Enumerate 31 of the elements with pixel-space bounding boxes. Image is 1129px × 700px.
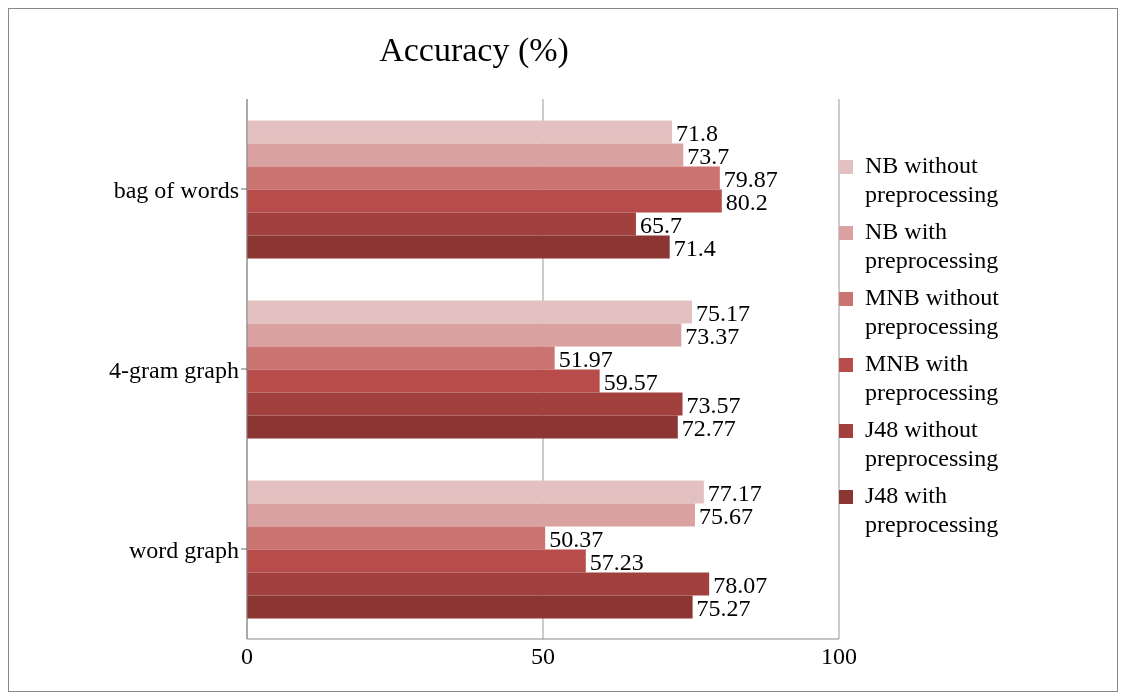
bar <box>247 480 704 504</box>
bar <box>247 369 600 393</box>
x-tick-label: 0 <box>241 643 253 670</box>
x-tick-label: 50 <box>531 643 555 670</box>
bar <box>247 415 678 439</box>
bar <box>247 572 710 596</box>
chart-title: Accuracy (%) <box>378 31 570 69</box>
bar <box>247 595 693 619</box>
x-tick-label: 100 <box>821 643 857 670</box>
legend-label: J48 with preprocessing <box>865 481 1000 539</box>
y-tick-label: bag of words <box>113 176 239 203</box>
legend-label: MNB with preprocessing <box>865 349 1000 407</box>
bar <box>247 323 682 347</box>
y-tick-label: 4-gram graph <box>109 356 239 383</box>
legend-label: J48 without preprocessing <box>865 415 1000 473</box>
legend-label: MNB without preprocessing <box>865 283 1000 341</box>
y-tick-label: word graph <box>129 536 239 563</box>
bar <box>247 212 636 236</box>
legend-label: NB without preprocessing <box>865 151 1000 209</box>
bar <box>247 235 670 259</box>
bar <box>247 300 693 324</box>
bar <box>247 189 722 213</box>
bar <box>247 549 586 573</box>
bar <box>247 346 555 370</box>
bar <box>247 166 720 190</box>
bar <box>247 526 546 550</box>
bar <box>247 503 695 527</box>
legend-label: NB with preprocessing <box>865 217 1000 275</box>
bar <box>247 143 684 167</box>
bar <box>247 392 683 416</box>
bar <box>247 120 673 144</box>
